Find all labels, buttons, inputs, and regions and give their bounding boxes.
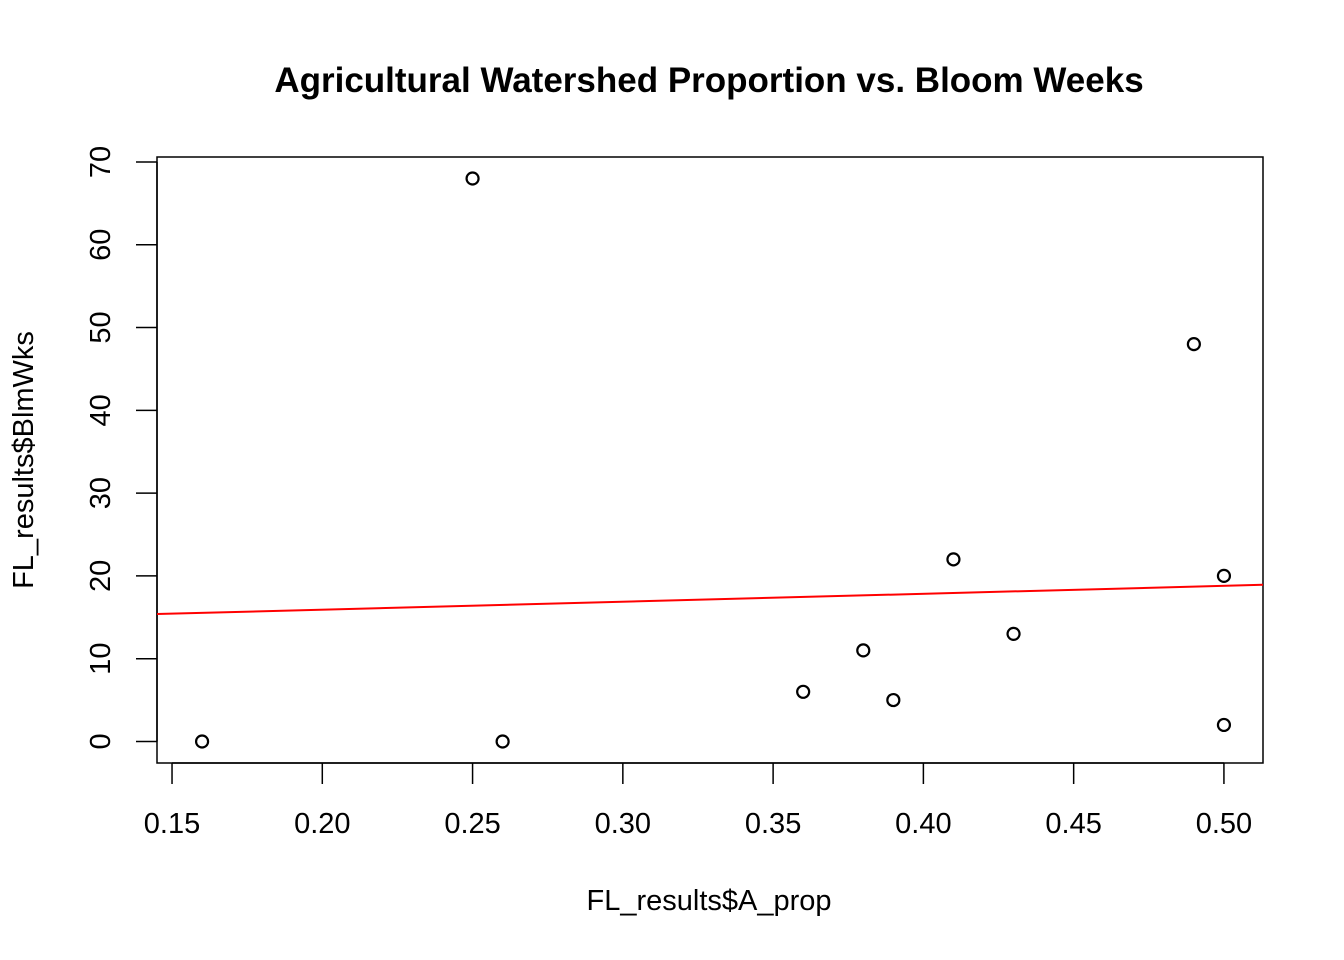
data-point bbox=[796, 684, 811, 699]
data-point bbox=[886, 692, 901, 708]
data-point bbox=[495, 734, 510, 749]
y-tick-label: 30 bbox=[85, 477, 117, 509]
y-tick-label: 70 bbox=[85, 146, 117, 178]
x-axis: 0.15 0.20 0.25 0.30 0.35 0.40 0.45 0.50 bbox=[144, 762, 1252, 840]
y-tick-label: 60 bbox=[85, 229, 117, 261]
y-tick-label: 40 bbox=[85, 394, 117, 426]
data-point bbox=[946, 552, 961, 567]
x-tick-label: 0.25 bbox=[444, 808, 500, 840]
x-tick-label: 0.50 bbox=[1196, 808, 1252, 840]
data-point bbox=[465, 171, 480, 186]
data-point bbox=[1186, 336, 1201, 352]
x-tick-label: 0.45 bbox=[1045, 808, 1101, 840]
x-tick-label: 0.20 bbox=[294, 808, 350, 840]
x-axis-label: FL_results$A_prop bbox=[586, 885, 831, 917]
y-tick-label: 10 bbox=[85, 643, 117, 675]
x-tick-label: 0.35 bbox=[745, 808, 801, 840]
y-axis-label: FL_results$BlmWks bbox=[8, 331, 40, 589]
y-tick-label: 0 bbox=[85, 733, 117, 749]
data-point bbox=[1216, 717, 1232, 733]
plot-frame bbox=[156, 156, 1264, 764]
chart-title: Agricultural Watershed Proportion vs. Bl… bbox=[274, 61, 1143, 100]
data-point bbox=[194, 734, 210, 749]
y-tick-label: 20 bbox=[85, 560, 117, 592]
x-tick-label: 0.40 bbox=[895, 808, 951, 840]
data-point bbox=[1006, 626, 1021, 641]
y-axis: 0 10 20 30 40 50 60 70 bbox=[85, 146, 158, 750]
data-point bbox=[856, 643, 871, 658]
data-points bbox=[194, 171, 1232, 749]
x-tick-label: 0.30 bbox=[595, 808, 651, 840]
regression-line-group bbox=[156, 583, 1264, 616]
y-tick-label: 50 bbox=[85, 311, 117, 343]
x-tick-label: 0.15 bbox=[144, 808, 200, 840]
data-point bbox=[1216, 568, 1232, 584]
regression-line bbox=[156, 583, 1264, 616]
